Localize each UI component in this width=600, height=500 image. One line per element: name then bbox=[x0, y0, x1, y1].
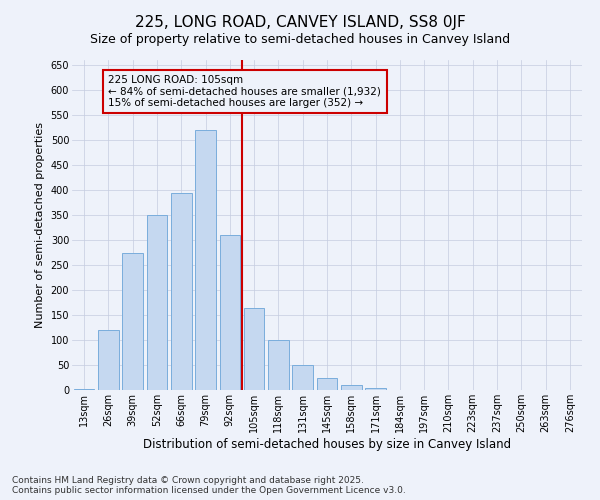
Bar bbox=[171, 192, 191, 390]
Text: Size of property relative to semi-detached houses in Canvey Island: Size of property relative to semi-detach… bbox=[90, 32, 510, 46]
Text: 225 LONG ROAD: 105sqm
← 84% of semi-detached houses are smaller (1,932)
15% of s: 225 LONG ROAD: 105sqm ← 84% of semi-deta… bbox=[109, 75, 382, 108]
Bar bbox=[122, 252, 143, 390]
Bar bbox=[74, 389, 94, 390]
Bar bbox=[365, 388, 386, 390]
Bar bbox=[292, 365, 313, 390]
Bar bbox=[146, 215, 167, 390]
Bar bbox=[244, 308, 265, 390]
Bar bbox=[341, 385, 362, 390]
Bar bbox=[220, 235, 240, 390]
Text: Contains HM Land Registry data © Crown copyright and database right 2025.
Contai: Contains HM Land Registry data © Crown c… bbox=[12, 476, 406, 495]
Bar bbox=[268, 340, 289, 390]
Bar bbox=[98, 330, 119, 390]
Text: 225, LONG ROAD, CANVEY ISLAND, SS8 0JF: 225, LONG ROAD, CANVEY ISLAND, SS8 0JF bbox=[134, 15, 466, 30]
Y-axis label: Number of semi-detached properties: Number of semi-detached properties bbox=[35, 122, 45, 328]
Bar bbox=[317, 378, 337, 390]
Bar bbox=[195, 130, 216, 390]
X-axis label: Distribution of semi-detached houses by size in Canvey Island: Distribution of semi-detached houses by … bbox=[143, 438, 511, 450]
